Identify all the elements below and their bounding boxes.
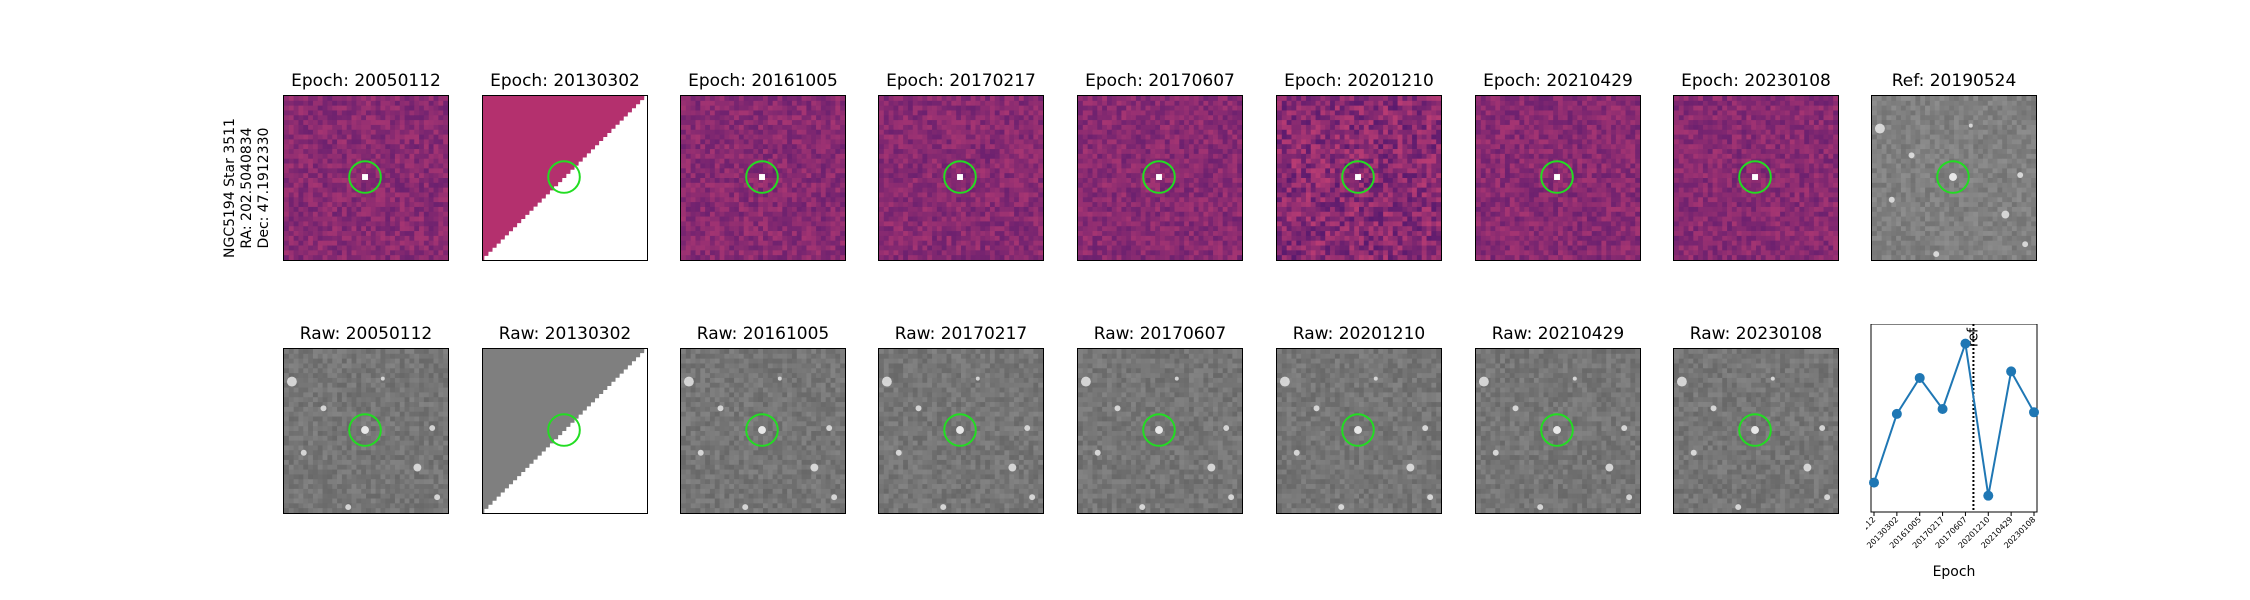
difference-image-panel: [1077, 95, 1243, 261]
difference-image-panel: [1673, 95, 1839, 261]
raw-image-panel: [1673, 348, 1839, 514]
raw-image-panel: [1475, 348, 1641, 514]
star-name: NGC5194 Star 3511: [222, 118, 238, 258]
panel-title: Ref: 20190524: [1891, 71, 2017, 91]
data-point: [1983, 490, 1994, 501]
target-circle: [1738, 160, 1772, 194]
raw-image-panel: [878, 348, 1044, 514]
target-circle: [1936, 160, 1970, 194]
target-circle: [745, 413, 779, 447]
panel-title: Raw: 20201210: [1292, 324, 1426, 344]
target-circle: [1142, 413, 1176, 447]
plot-frame: [1870, 324, 2038, 513]
panel-title: Epoch: 20170217: [886, 71, 1036, 91]
panel-title: Raw: 20170607: [1093, 324, 1227, 344]
difference-image-panel: [1276, 95, 1442, 261]
panel-title: Epoch: 20161005: [688, 71, 838, 91]
panel-title: Raw: 20130302: [498, 324, 632, 344]
difference-image-panel: [878, 95, 1044, 261]
panel-title: Epoch: 20230108: [1681, 71, 1831, 91]
star-dec: Dec: 47.1912330: [256, 127, 272, 249]
panel-title: Raw: 20170217: [894, 324, 1028, 344]
difference-image-panel: [680, 95, 846, 261]
data-point: [1960, 338, 1971, 349]
series-line: [1873, 343, 2035, 496]
panel-title: Raw: 20050112: [299, 324, 433, 344]
target-circle: [348, 160, 382, 194]
target-circle: [943, 160, 977, 194]
difference-image-panel: [1475, 95, 1641, 261]
panel-title: Epoch: 20050112: [291, 71, 441, 91]
raw-image-panel: [680, 348, 846, 514]
x-axis-label: Epoch: [1933, 564, 1976, 580]
star-info-label: NGC5194 Star 3511 RA: 202.5040834 Dec: 4…: [222, 118, 273, 258]
data-point: [1869, 477, 1879, 488]
panel-title: Raw: 20210429: [1491, 324, 1625, 344]
data-point: [1914, 372, 1925, 383]
target-circle: [943, 413, 977, 447]
target-circle: [1142, 160, 1176, 194]
panel-title: Epoch: 20170607: [1085, 71, 1235, 91]
target-circle: [745, 160, 779, 194]
target-circle: [1341, 160, 1375, 194]
raw-image-panel: [283, 348, 449, 514]
target-circle: [547, 413, 581, 447]
target-circle: [1540, 160, 1574, 194]
star-ra: RA: 202.5040834: [239, 127, 255, 249]
difference-image-panel: [482, 95, 648, 261]
target-circle: [1540, 413, 1574, 447]
raw-image-panel: [482, 348, 648, 514]
panel-title: Epoch: 20210429: [1483, 71, 1633, 91]
difference-image-panel: [1871, 95, 2037, 261]
data-point: [2006, 366, 2017, 377]
panel-title: Epoch: 20130302: [490, 71, 640, 91]
target-circle: [1738, 413, 1772, 447]
panel-title: Epoch: 20201210: [1284, 71, 1434, 91]
data-point: [2029, 407, 2039, 418]
data-point: [1891, 408, 1902, 419]
target-circle: [547, 160, 581, 194]
target-circle: [348, 413, 382, 447]
difference-image-panel: [283, 95, 449, 261]
target-circle: [1341, 413, 1375, 447]
raw-image-panel: [1276, 348, 1442, 514]
diff-flux-chart: ref2005011220130302201610052017021720170…: [1866, 324, 2039, 580]
panel-title: Raw: 20230108: [1689, 324, 1823, 344]
data-point: [1937, 404, 1948, 415]
panel-title: Raw: 20161005: [696, 324, 830, 344]
raw-image-panel: [1077, 348, 1243, 514]
